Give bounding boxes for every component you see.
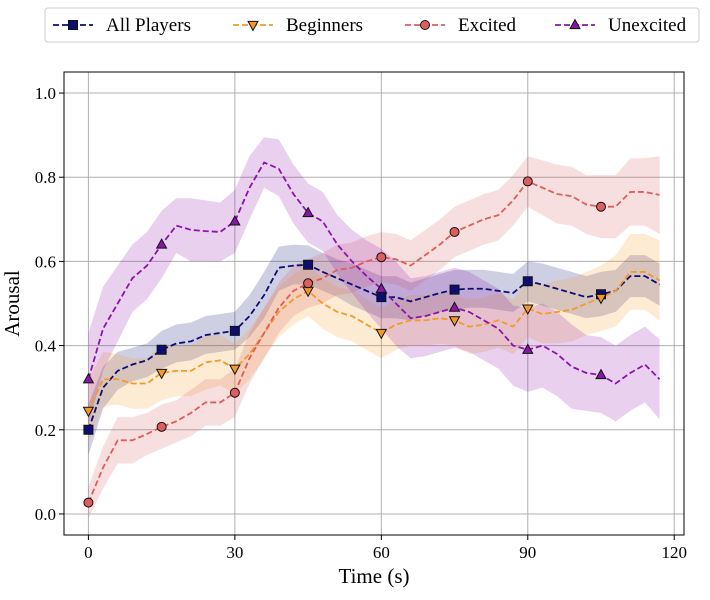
marker-unexcited [521,343,534,354]
x-axis-label: Time (s) [339,564,410,588]
marker-beginners [82,406,95,418]
marker-excited [229,387,240,398]
marker-unexcited [375,282,388,293]
marker-beginners [448,316,461,327]
legend-box [44,7,700,43]
marker-excited [522,176,533,187]
y-tick-label: 0.4 [35,337,57,356]
x-tick-label: 0 [84,543,93,562]
legend-label-beginners: Beginners [286,15,363,36]
marker-beginners [155,368,168,380]
x-tick-label: 120 [661,543,687,562]
y-tick-label: 0.6 [35,252,56,271]
line-beginners [87,271,661,412]
marker-excited [449,226,460,237]
marker-all-players [522,276,533,287]
marker-unexcited [595,368,607,380]
legend: All Players Beginners Excited Unexcited [44,7,700,43]
y-tick-label: 0.2 [35,421,56,440]
marker-all-players [229,325,240,336]
legend-marker-excited [420,20,430,30]
legend-label-all-players: All Players [106,15,191,36]
line-excited [87,180,660,503]
series-lines [87,161,661,503]
legend-marker-unexcited [569,18,581,30]
marker-beginners [595,293,607,305]
marker-excited [596,201,607,212]
axis-ticks: 0 30 60 90 120 0.0 0.2 0.4 0.6 0.8 1.0 [35,84,687,562]
x-tick-label: 90 [519,543,536,562]
marker-excited [83,497,94,508]
x-tick-label: 60 [373,543,390,562]
marker-unexcited [448,301,461,312]
marker-unexcited [82,372,95,384]
marker-all-players [156,344,167,355]
marker-unexcited [155,238,168,249]
legend-label-unexcited: Unexcited [608,15,687,36]
y-tick-label: 0.8 [35,168,56,187]
y-tick-label: 0.0 [35,505,56,524]
marker-all-players [376,292,387,303]
marker-beginners [229,364,241,376]
x-tick-label: 30 [226,543,243,562]
marker-beginners [375,328,388,340]
line-all-players [87,263,661,431]
marker-all-players [303,259,314,270]
marker-beginners [521,304,534,315]
marker-all-players [83,424,94,435]
band-excited [88,156,660,519]
legend-label-excited: Excited [458,15,517,36]
marker-excited [156,421,167,432]
y-tick-label: 1.0 [35,84,56,103]
marker-all-players [449,284,460,295]
plot-frame [63,71,685,536]
legend-marker-beginners [247,20,259,32]
confidence-bands [88,137,660,519]
series-markers [82,176,607,508]
band-all-players [88,244,660,456]
marker-unexcited [229,214,241,226]
grid [64,72,684,535]
marker-excited [303,278,314,289]
legend-marker-all-players [68,20,78,30]
marker-unexcited [302,206,314,218]
marker-excited [376,252,387,263]
y-axis-label: Arousal [0,270,24,337]
